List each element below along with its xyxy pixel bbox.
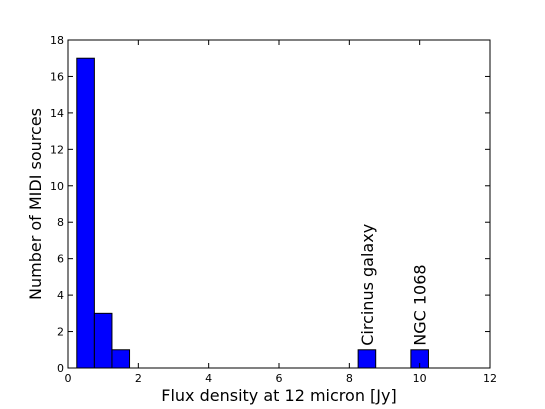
histogram-bar-0 xyxy=(76,57,95,369)
y-tick-label-3: 6 xyxy=(57,253,64,266)
y-tick-label-1: 2 xyxy=(57,326,64,339)
y-tick-label-0: 0 xyxy=(57,362,64,375)
y-tick-label-6: 12 xyxy=(50,143,64,156)
histogram-bar-2 xyxy=(111,349,131,369)
x-tick-label-6: 12 xyxy=(483,372,497,385)
y-axis-label: Number of MIDI sources xyxy=(26,108,45,300)
x-tick-label-5: 10 xyxy=(413,372,427,385)
x-tick-label-4: 8 xyxy=(346,372,353,385)
y-tick-label-4: 8 xyxy=(57,216,64,229)
annotation-label-0: Circinus galaxy xyxy=(358,224,377,346)
y-tick-label-9: 18 xyxy=(50,34,64,47)
histogram-bar-1 xyxy=(93,312,113,369)
y-tick-label-8: 16 xyxy=(50,70,64,83)
y-tick-label-7: 14 xyxy=(50,107,64,120)
x-axis-label: Flux density at 12 micron [Jy] xyxy=(161,386,396,405)
x-tick-label-3: 6 xyxy=(276,372,283,385)
x-tick-label-2: 4 xyxy=(205,372,212,385)
x-tick-label-0: 0 xyxy=(65,372,72,385)
y-tick-label-2: 4 xyxy=(57,289,64,302)
y-tick-label-5: 10 xyxy=(50,180,64,193)
x-axis-ticks: 0 2 4 6 8 10 12 xyxy=(65,40,497,385)
annotations-group: Circinus galaxy NGC 1068 xyxy=(358,224,430,346)
y-axis-ticks: 0 2 4 6 8 10 12 14 16 18 xyxy=(50,34,490,375)
x-tick-label-1: 2 xyxy=(135,372,142,385)
annotation-label-1: NGC 1068 xyxy=(411,264,430,345)
histogram-bar-3 xyxy=(357,349,377,369)
bars-group xyxy=(76,57,429,369)
